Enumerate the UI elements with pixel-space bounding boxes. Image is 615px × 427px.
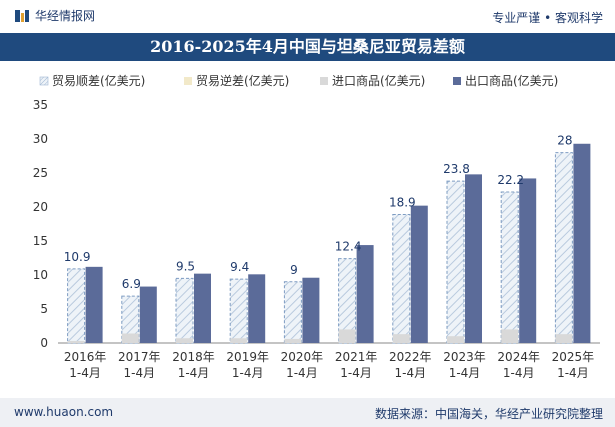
chart-title: 2016-2025年4月中国与坦桑尼亚贸易差额: [150, 37, 465, 56]
bar-surplus: [229, 278, 248, 344]
data-label-surplus: 18.9: [389, 195, 416, 209]
bar-import: [67, 340, 85, 343]
x-tick-label: 2018年 1-4月: [172, 350, 215, 380]
legend-swatch-0: [39, 76, 49, 86]
bar-export: [465, 174, 482, 343]
site-url: www.huaon.com: [14, 405, 114, 419]
data-label-surplus: 22.2: [497, 173, 524, 187]
bar-export: [248, 274, 266, 343]
x-tick-label: 2022年 1-4月: [389, 350, 432, 380]
bar-import: [392, 334, 410, 343]
legend-swatch-1: [184, 77, 192, 85]
bar-export: [573, 143, 591, 343]
brand: 华经情报网: [14, 7, 95, 24]
legend-label-1: 贸易逆差(亿美元): [196, 73, 289, 88]
x-tick-label: 2016年 1-4月: [64, 350, 107, 380]
brand-logo-icon: [15, 9, 29, 22]
data-label-surplus: 6.9: [122, 277, 141, 291]
bar-surplus: [67, 268, 86, 344]
x-tick-label: 2023年 1-4月: [443, 350, 486, 380]
bar-import: [338, 329, 356, 343]
data-label-surplus: 9.4: [230, 260, 249, 274]
bar-import: [121, 333, 139, 343]
y-tick-label: 35: [33, 98, 48, 112]
y-tick-label: 10: [33, 268, 48, 282]
x-tick-label: 2024年 1-4月: [497, 350, 540, 380]
x-tick-label: 2019年 1-4月: [226, 350, 269, 380]
brand-name: 华经情报网: [35, 9, 96, 23]
bar-import: [176, 338, 193, 343]
bar-export: [85, 266, 103, 343]
bar-surplus: [175, 277, 194, 344]
bar-surplus: [446, 180, 465, 344]
bar-export: [410, 205, 428, 343]
y-tick-label: 0: [40, 336, 48, 350]
legend-label-3: 出口商品(亿美元): [465, 73, 558, 88]
x-tick-label: 2020年 1-4月: [281, 350, 324, 380]
x-tick-label: 2021年 1-4月: [335, 350, 378, 380]
bar-export: [356, 245, 374, 343]
bar-import: [230, 338, 248, 343]
y-tick-label: 30: [33, 132, 48, 146]
bar-surplus: [392, 213, 411, 344]
data-label-surplus: 9: [290, 263, 298, 277]
top-bar: 华经情报网 专业严谨 • 客观科学: [0, 0, 615, 33]
bar-surplus: [283, 281, 302, 344]
y-tick-label: 5: [40, 302, 48, 316]
data-label-surplus: 28: [557, 134, 572, 148]
bar-import: [501, 329, 519, 343]
y-tick-label: 25: [33, 166, 48, 180]
bar-export: [139, 286, 157, 343]
bar-surplus: [338, 258, 357, 344]
legend-swatch-3: [453, 77, 461, 85]
bar-export: [519, 178, 537, 343]
bar-export: [302, 277, 320, 343]
x-tick-label: 2017年 1-4月: [118, 350, 161, 380]
chart: 贸易顺差(亿美元) 贸易逆差(亿美元) 进口商品(亿美元) 出口商品(亿美元) 0 5 1…: [33, 73, 600, 380]
title-bar: 2016-2025年4月中国与坦桑尼亚贸易差额: [0, 33, 615, 61]
tagline: 专业严谨 • 客观科学: [492, 11, 603, 25]
bars: [67, 143, 591, 344]
bar-import: [284, 338, 302, 343]
bar-surplus: [500, 191, 519, 344]
bar-import: [555, 334, 573, 343]
data-source: 数据来源：中国海关，华经产业研究院整理: [374, 407, 603, 421]
legend-label-0: 贸易顺差(亿美元): [52, 73, 145, 88]
bar-export: [194, 273, 211, 343]
y-tick-label: 20: [33, 200, 48, 214]
y-tick-label: 15: [33, 234, 48, 248]
bar-surplus: [554, 152, 573, 344]
data-label-surplus: 23.8: [443, 162, 470, 176]
legend: 贸易顺差(亿美元) 贸易逆差(亿美元) 进口商品(亿美元) 出口商品(亿美元): [39, 73, 558, 88]
bar-import: [447, 336, 464, 343]
footer: www.huaon.com 数据来源：中国海关，华经产业研究院整理: [0, 398, 615, 427]
axes: 0 5 10 15 20 25 30 35 2016年 1-4月 2017年 1-4月 2018年 1-4…: [33, 98, 600, 380]
x-tick-label: 2025年 1-4月: [552, 350, 595, 380]
data-labels: 10.9 6.9 9.5 9.4 9 12.4 18.9 23.8 22.2 28: [64, 134, 573, 291]
legend-label-2: 进口商品(亿美元): [332, 73, 425, 88]
data-label-surplus: 10.9: [64, 250, 91, 264]
data-label-surplus: 12.4: [335, 240, 362, 254]
legend-swatch-2: [320, 77, 328, 85]
data-label-surplus: 9.5: [176, 259, 195, 273]
